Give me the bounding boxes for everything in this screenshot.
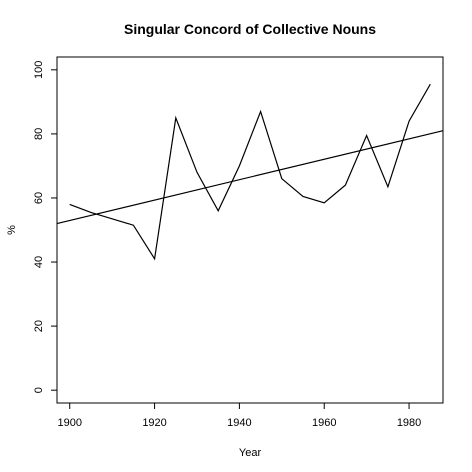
x-tick-label: 1920 [142,417,166,429]
x-tick-label: 1980 [397,417,421,429]
x-tick-label: 1900 [57,417,81,429]
y-tick-label: 20 [33,320,45,332]
plot-area [56,56,444,404]
y-axis-label: % [6,225,18,235]
y-tick-label: 60 [33,192,45,204]
series-line [69,83,431,261]
x-tick-label: 1960 [312,417,336,429]
x-axis: 1900 1920 1940 1960 1980 [57,403,421,429]
y-tick-label: 100 [33,61,45,79]
chart-title: Singular Concord of Collective Nouns [124,21,376,37]
y-axis: 0 20 40 60 80 100 [33,61,57,393]
y-tick-label: 80 [33,128,45,140]
x-tick-label: 1940 [227,417,251,429]
y-tick-label: 0 [33,387,45,393]
trend-line [56,130,444,225]
y-tick-label: 40 [33,256,45,268]
x-axis-label: Year [239,447,262,459]
